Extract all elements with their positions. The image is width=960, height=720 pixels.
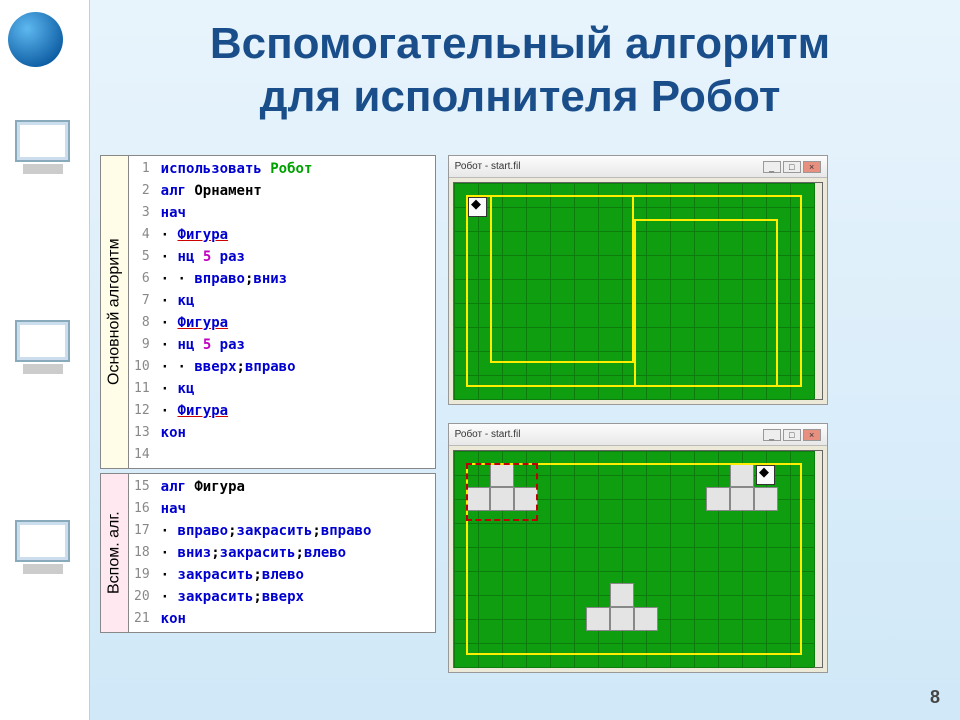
window-buttons: _ □ ×: [763, 429, 821, 441]
minimize-button[interactable]: _: [763, 161, 781, 173]
maximize-button[interactable]: □: [783, 429, 801, 441]
window-buttons: _ □ ×: [763, 161, 821, 173]
aux-algorithm-block: Вспом. алг. 15161718192021 алг Фигуранач…: [100, 473, 436, 633]
main-line-numbers: 1234567891011121314: [129, 156, 155, 468]
content-area: Основной алгоритм 1234567891011121314 ис…: [100, 155, 828, 673]
window-titlebar[interactable]: Робот - start.fil _ □ ×: [449, 156, 827, 178]
slide-title: Вспомогательный алгоритм для исполнителя…: [0, 0, 960, 134]
robot-window-initial: Робот - start.fil _ □ ×: [448, 155, 828, 405]
robot-canvas-1: [453, 182, 823, 400]
page-number: 8: [930, 687, 940, 708]
main-algorithm-block: Основной алгоритм 1234567891011121314 ис…: [100, 155, 436, 469]
robot-window-result: Робот - start.fil _ □ ×: [448, 423, 828, 673]
main-algorithm-label: Основной алгоритм: [101, 156, 129, 468]
aux-code-lines: алг Фигуранач· вправо;закрасить;вправо· …: [155, 474, 435, 632]
aux-line-numbers: 15161718192021: [129, 474, 155, 632]
close-button[interactable]: ×: [803, 429, 821, 441]
robot-canvas-2: [453, 450, 823, 668]
window-titlebar[interactable]: Робот - start.fil _ □ ×: [449, 424, 827, 446]
aux-algorithm-label: Вспом. алг.: [101, 474, 129, 632]
robot-windows-column: Робот - start.fil _ □ × Робот - start.fi…: [448, 155, 828, 673]
code-column: Основной алгоритм 1234567891011121314 ис…: [100, 155, 436, 673]
close-button[interactable]: ×: [803, 161, 821, 173]
decoration-sidebar: [0, 0, 90, 720]
window-title: Робот - start.fil: [455, 161, 521, 172]
main-code-lines: использовать Роботалг Орнаментнач· Фигур…: [155, 156, 435, 468]
window-title: Робот - start.fil: [455, 429, 521, 440]
minimize-button[interactable]: _: [763, 429, 781, 441]
maximize-button[interactable]: □: [783, 161, 801, 173]
title-line2: для исполнителя Робот: [260, 72, 781, 121]
title-line1: Вспомогательный алгоритм: [210, 19, 830, 68]
